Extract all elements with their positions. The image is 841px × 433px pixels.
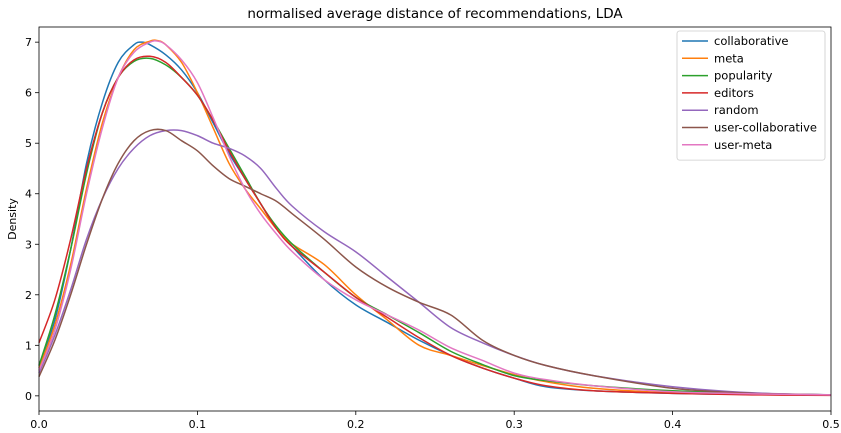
legend-label-user-collaborative: user-collaborative xyxy=(714,121,817,135)
series-line-random xyxy=(38,129,832,396)
legend-label-random: random xyxy=(714,103,759,117)
y-tick-label: 3 xyxy=(25,238,32,251)
y-tick-label: 4 xyxy=(25,188,32,201)
legend: collaborative meta popularity editors random… xyxy=(676,30,826,161)
legend-label-editors: editors xyxy=(714,86,754,100)
y-tick-label: 1 xyxy=(25,339,32,352)
x-tick-label: 0.4 xyxy=(664,418,682,431)
series-line-editors xyxy=(38,55,832,397)
x-tick-label: 0.0 xyxy=(30,418,48,431)
legend-label-popularity: popularity xyxy=(714,69,773,83)
legend-label-meta: meta xyxy=(714,51,744,65)
y-tick-label: 0 xyxy=(25,390,32,403)
y-tick-label: 2 xyxy=(25,289,32,302)
y-axis-label: Density xyxy=(6,198,19,240)
y-tick-label: 7 xyxy=(25,36,32,49)
series-layer xyxy=(38,39,832,397)
x-tick-label: 0.2 xyxy=(347,418,365,431)
x-tick-label: 0.5 xyxy=(822,418,840,431)
x-tick-label: 0.3 xyxy=(505,418,523,431)
axes-layer: 0.0 0.1 0.2 0.3 0.4 0.5 0 1 2 3 4 5 6 7 xyxy=(25,26,840,431)
chart-title: normalised average distance of recommend… xyxy=(247,6,623,22)
series-line-user-meta xyxy=(38,40,832,396)
y-tick-label: 5 xyxy=(25,137,32,150)
legend-frame xyxy=(676,30,826,161)
x-tick-label: 0.1 xyxy=(189,418,207,431)
y-tick-label: 6 xyxy=(25,87,32,100)
series-line-user-collaborative xyxy=(38,128,832,396)
legend-label-collaborative: collaborative xyxy=(714,34,789,48)
legend-label-user-meta: user-meta xyxy=(714,138,772,152)
plot-frame xyxy=(38,26,832,412)
